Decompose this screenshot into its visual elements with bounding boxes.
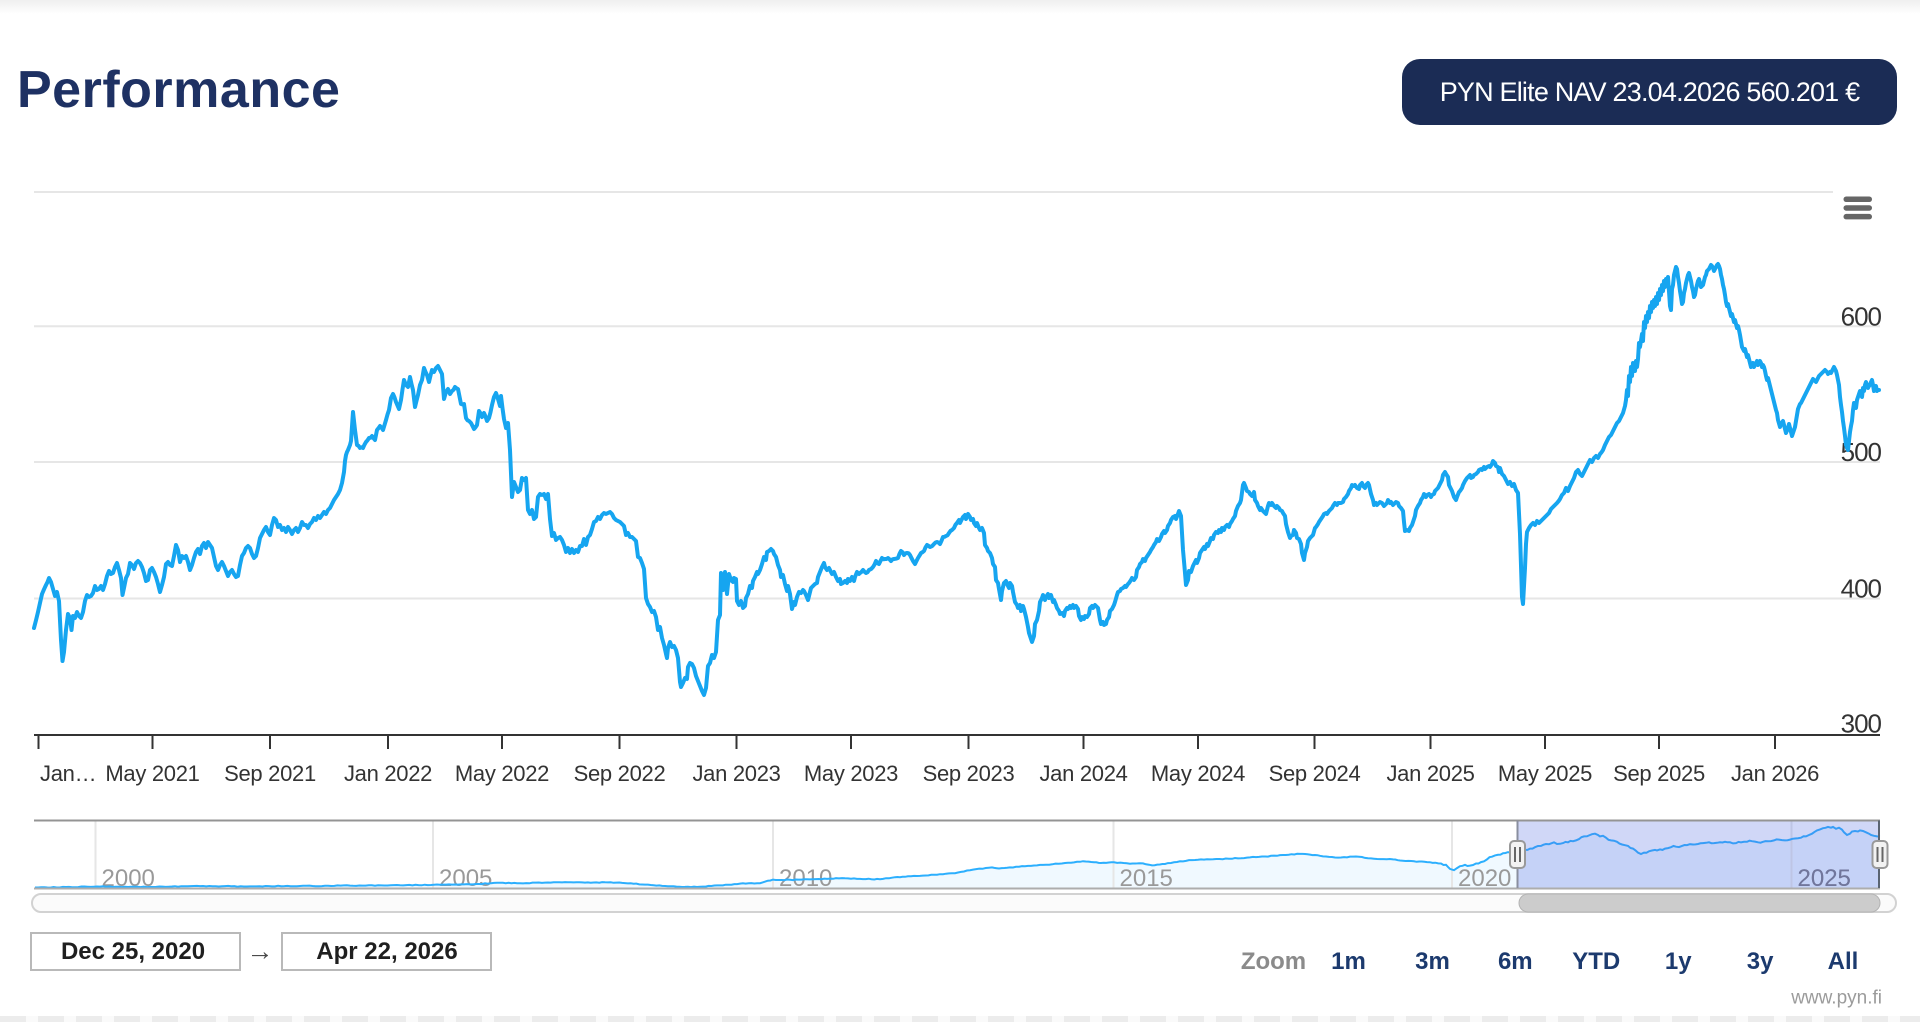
svg-text:Jan 2023: Jan 2023 <box>692 761 780 786</box>
svg-text:Jan…: Jan… <box>40 761 96 786</box>
svg-text:600: 600 <box>1841 302 1882 332</box>
svg-text:www.pyn.fi: www.pyn.fi <box>1790 988 1882 1009</box>
svg-text:Sep 2024: Sep 2024 <box>1269 761 1361 786</box>
svg-text:May 2024: May 2024 <box>1151 761 1245 786</box>
svg-text:Jan 2026: Jan 2026 <box>1731 761 1819 786</box>
svg-text:400: 400 <box>1841 574 1882 604</box>
svg-text:300: 300 <box>1841 709 1882 739</box>
svg-text:Sep 2022: Sep 2022 <box>574 761 666 786</box>
svg-text:May 2023: May 2023 <box>804 761 898 786</box>
svg-text:Zoom: Zoom <box>1241 948 1306 975</box>
svg-text:1m: 1m <box>1331 948 1366 975</box>
svg-text:Apr 22, 2026: Apr 22, 2026 <box>316 938 457 965</box>
svg-text:Jan 2025: Jan 2025 <box>1386 761 1474 786</box>
svg-text:→: → <box>247 936 274 966</box>
svg-text:6m: 6m <box>1498 948 1533 975</box>
svg-text:3m: 3m <box>1415 948 1450 975</box>
svg-text:Dec 25, 2020: Dec 25, 2020 <box>61 938 205 965</box>
svg-text:Jan 2024: Jan 2024 <box>1039 761 1127 786</box>
svg-text:All: All <box>1828 948 1859 975</box>
svg-text:Jan 2022: Jan 2022 <box>344 761 432 786</box>
svg-text:3y: 3y <box>1747 948 1774 975</box>
svg-text:Sep 2023: Sep 2023 <box>923 761 1015 786</box>
svg-text:May 2025: May 2025 <box>1498 761 1592 786</box>
svg-text:Sep 2025: Sep 2025 <box>1613 761 1705 786</box>
svg-text:1y: 1y <box>1665 948 1692 975</box>
svg-text:Sep 2021: Sep 2021 <box>224 761 316 786</box>
svg-text:May 2022: May 2022 <box>455 761 549 786</box>
svg-text:May 2021: May 2021 <box>105 761 199 786</box>
svg-text:YTD: YTD <box>1572 948 1620 975</box>
